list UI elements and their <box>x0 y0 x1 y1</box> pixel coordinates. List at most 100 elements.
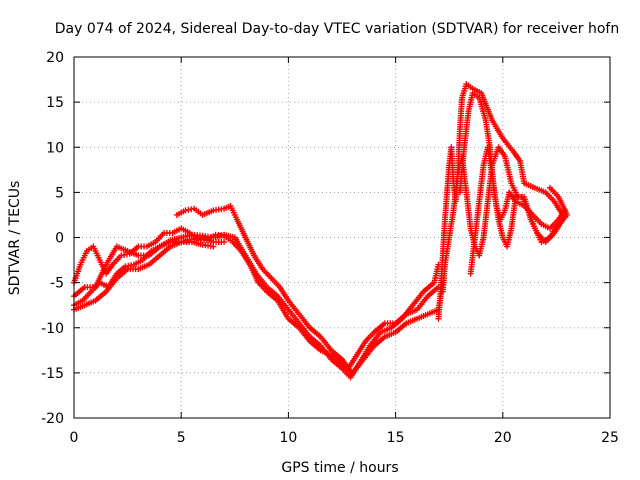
data-point-interpolated <box>108 263 115 270</box>
data-point-interpolated <box>479 236 486 243</box>
data-point-interpolated <box>133 251 140 258</box>
data-point-interpolated <box>445 236 452 243</box>
data-point-interpolated <box>79 285 86 292</box>
x-tick-label: 5 <box>177 430 186 446</box>
data-point-interpolated <box>266 273 273 280</box>
data-point-interpolated <box>467 84 474 91</box>
data-point-interpolated <box>365 344 372 351</box>
chart-title: Day 074 of 2024, Sidereal Day-to-day VTE… <box>55 21 619 37</box>
data-point-interpolated <box>159 231 166 238</box>
data-point-interpolated <box>380 321 387 328</box>
data-point-interpolated <box>137 258 144 265</box>
data-point-interpolated <box>476 88 483 95</box>
data-point-interpolated <box>122 267 129 274</box>
data-point-interpolated <box>165 239 172 246</box>
data-point-interpolated <box>397 317 404 324</box>
data-point-interpolated <box>422 312 429 319</box>
data-point-interpolated <box>499 232 506 239</box>
data-point-interpolated <box>507 178 514 185</box>
data-point-interpolated <box>411 316 418 323</box>
data-point-interpolated <box>519 201 526 208</box>
x-axis-label: GPS time / hours <box>281 460 398 476</box>
y-tick-label: 10 <box>46 140 64 156</box>
data-point-interpolated <box>401 321 408 328</box>
data-point-interpolated <box>474 93 481 100</box>
data-point-interpolated <box>411 307 418 314</box>
data-point-interpolated <box>141 243 148 250</box>
data-point-interpolated <box>143 262 150 269</box>
data-point-interpolated <box>498 133 505 140</box>
data-point-interpolated <box>423 295 430 302</box>
data-point-interpolated <box>433 285 440 292</box>
data-point-interpolated <box>511 196 518 203</box>
data-point-interpolated <box>326 354 333 361</box>
y-tick-label: 5 <box>55 185 64 201</box>
data-point-interpolated <box>540 188 547 195</box>
data-point-interpolated <box>262 282 269 289</box>
x-tick-label: 20 <box>494 430 512 446</box>
data-point-interpolated <box>548 186 555 193</box>
data-point-interpolated <box>536 219 543 226</box>
x-tick-label: 0 <box>70 430 79 446</box>
data-point-interpolated <box>188 206 195 213</box>
data-point-interpolated <box>520 178 527 185</box>
series-satellite-track-11 <box>467 144 568 277</box>
y-tick-label: -10 <box>41 321 64 337</box>
data-point-interpolated <box>305 331 312 338</box>
data-point-interpolated <box>500 151 507 158</box>
data-point-interpolated <box>500 209 507 216</box>
data-point-interpolated <box>376 331 383 338</box>
data-point-interpolated <box>128 262 135 269</box>
data-point-interpolated <box>467 223 474 230</box>
data-point-interpolated <box>275 282 282 289</box>
data-point-interpolated <box>165 245 172 252</box>
data-point-interpolated <box>556 195 563 202</box>
data-point-interpolated <box>254 277 261 284</box>
data-point-interpolated <box>418 290 425 297</box>
data-point-interpolated <box>112 277 119 284</box>
data-point-interpolated <box>101 290 108 297</box>
data-point-interpolated <box>462 83 469 90</box>
data-point-interpolated <box>89 284 96 291</box>
data-point-interpolated <box>488 115 495 122</box>
data-point-interpolated <box>515 155 522 162</box>
data-point-interpolated <box>544 235 551 242</box>
data-point-interpolated <box>429 281 436 288</box>
data-point-interpolated <box>480 164 487 171</box>
data-point-interpolated <box>294 309 301 316</box>
data-point-interpolated <box>154 254 161 261</box>
y-axis-label: SDTVAR / TECUs <box>7 181 23 296</box>
ticks-layer: 0 5 10 15 20 25 -20 -15 -10 -5 0 5 10 15 20 <box>41 50 619 446</box>
data-point-interpolated <box>531 223 538 230</box>
data-point-interpolated <box>166 229 173 236</box>
data-point-interpolated <box>176 239 183 246</box>
data-point-interpolated <box>562 213 569 220</box>
data-point-interpolated <box>218 206 225 213</box>
data-point-interpolated <box>95 254 102 261</box>
data-point-interpolated <box>272 291 279 298</box>
data-point-interpolated <box>232 214 239 221</box>
data-point-interpolated <box>207 243 214 250</box>
data-point-interpolated <box>77 298 84 305</box>
data-point-interpolated <box>537 236 544 243</box>
data-point-interpolated <box>112 245 119 252</box>
data-point-interpolated <box>458 96 465 103</box>
data-point-interpolated <box>122 247 129 254</box>
data-point-interpolated <box>197 241 204 248</box>
data-point-interpolated <box>225 203 232 210</box>
data-point-interpolated <box>354 362 361 369</box>
data-point-interpolated <box>553 218 560 225</box>
x-tick-label: 10 <box>279 430 297 446</box>
data-point-interpolated <box>86 290 93 297</box>
data-point-interpolated <box>515 193 522 200</box>
data-point-interpolated <box>386 325 393 332</box>
data-point-interpolated <box>482 114 489 121</box>
data-point-interpolated <box>143 252 150 259</box>
series-satellite-track-3 <box>71 234 228 300</box>
data-point-interpolated <box>508 146 515 153</box>
data-point-interpolated <box>102 263 109 270</box>
data-point-interpolated <box>227 237 234 244</box>
x-tick-label: 15 <box>387 430 405 446</box>
data-point-interpolated <box>79 303 86 310</box>
